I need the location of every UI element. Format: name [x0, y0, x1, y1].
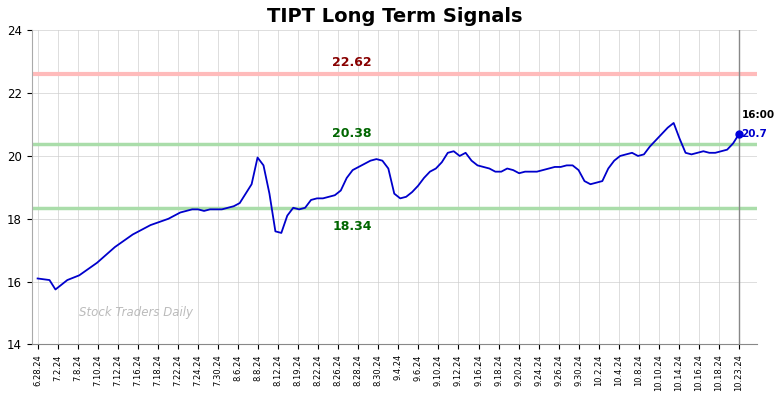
- Title: TIPT Long Term Signals: TIPT Long Term Signals: [267, 7, 522, 26]
- Text: 16:00: 16:00: [742, 110, 775, 120]
- Text: 20.7: 20.7: [742, 129, 768, 139]
- Text: Stock Traders Daily: Stock Traders Daily: [79, 306, 193, 319]
- Text: 18.34: 18.34: [332, 220, 372, 233]
- Text: 22.62: 22.62: [332, 56, 372, 69]
- Text: 20.38: 20.38: [332, 127, 372, 140]
